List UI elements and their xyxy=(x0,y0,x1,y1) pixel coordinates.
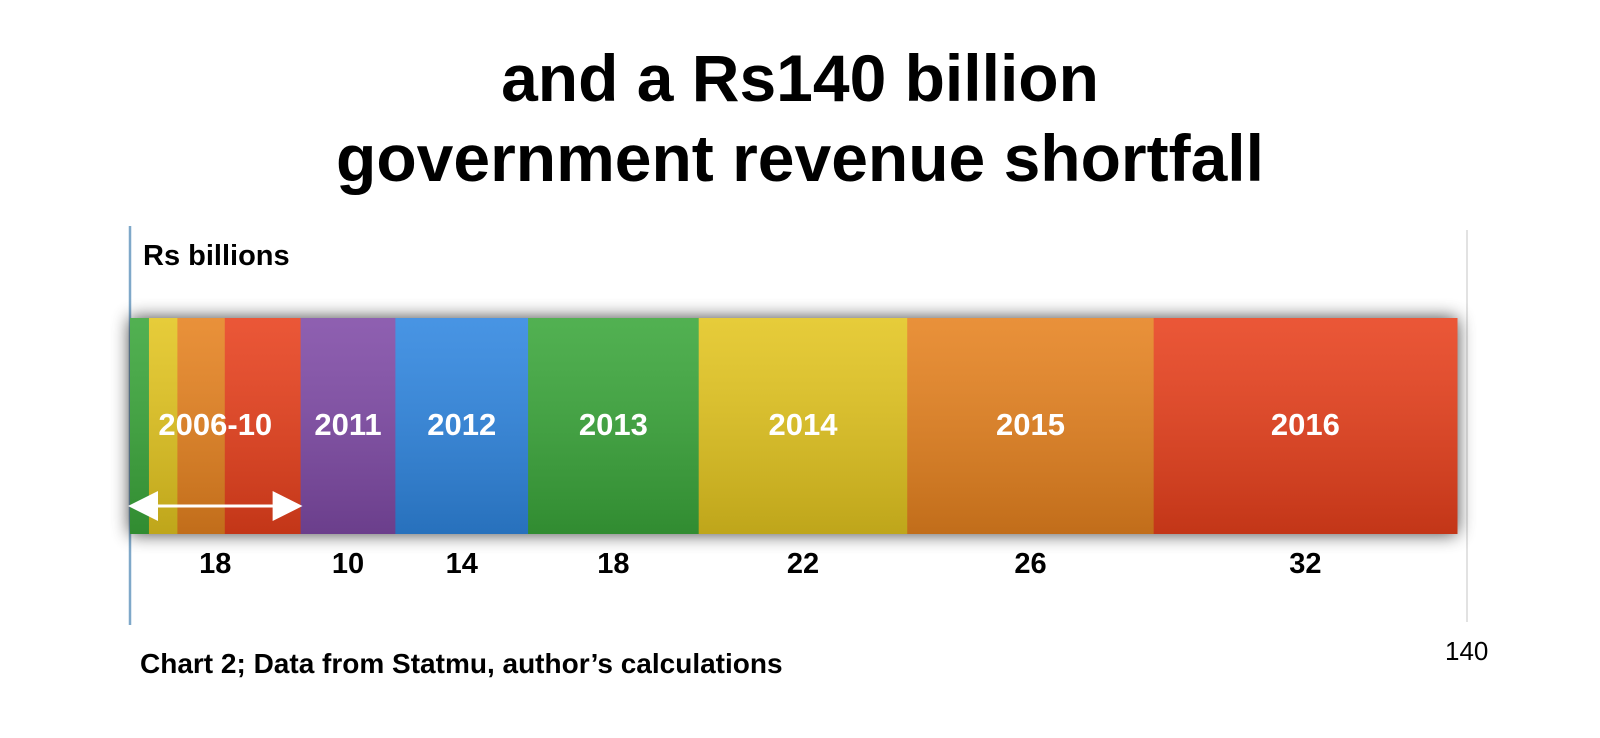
segment-label-2012: 2012 xyxy=(427,407,496,442)
bar-shade-2013 xyxy=(528,318,700,534)
bar-shade-2011 xyxy=(300,318,396,534)
segment-labels: 2006-10 2011 2012 2013 2014 2015 2016 xyxy=(158,407,1339,442)
value-label-2014: 22 xyxy=(787,548,819,580)
bar-shade-2015 xyxy=(907,318,1155,534)
segment-label-2016: 2016 xyxy=(1271,407,1340,442)
segment-label-2013: 2013 xyxy=(579,407,648,442)
title-line-1: and a Rs140 billion xyxy=(501,41,1099,115)
axis-end-label: 140 xyxy=(1445,636,1489,666)
source-note: Chart 2; Data from Statmu, author’s calc… xyxy=(140,648,783,679)
unit-label: Rs billions xyxy=(143,240,290,272)
value-label-2016: 32 xyxy=(1289,548,1321,580)
segment-label-2015: 2015 xyxy=(996,407,1065,442)
value-label-2012: 14 xyxy=(446,548,478,580)
segment-label-2006-10: 2006-10 xyxy=(158,407,272,442)
value-label-2006-10: 18 xyxy=(199,548,231,580)
bar-shade-2016 xyxy=(1153,318,1458,534)
title-line-2: government revenue shortfall xyxy=(336,121,1264,195)
value-labels: 18 10 14 18 22 26 32 xyxy=(199,548,1321,580)
value-label-2013: 18 xyxy=(597,548,629,580)
bar-shade-2012 xyxy=(395,318,529,534)
segment-label-2014: 2014 xyxy=(768,407,838,442)
segment-label-2011: 2011 xyxy=(314,407,381,442)
value-label-2015: 26 xyxy=(1014,548,1046,580)
bar-shade-2014 xyxy=(698,318,908,534)
chart-title: and a Rs140 billion government revenue s… xyxy=(0,38,1600,198)
value-label-2011: 10 xyxy=(332,548,364,580)
